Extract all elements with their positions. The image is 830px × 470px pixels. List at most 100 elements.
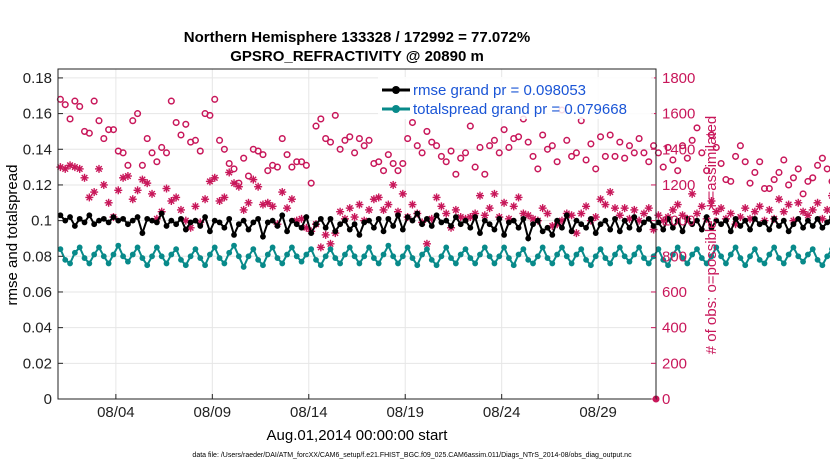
rmse-point — [76, 215, 83, 222]
assimilated-obs-point — [205, 177, 214, 186]
spread-point — [139, 255, 146, 261]
possible-obs-point — [423, 127, 431, 135]
spread-point — [607, 260, 614, 267]
possible-obs-point — [341, 136, 349, 144]
possible-obs-point — [216, 136, 224, 144]
possible-obs-point — [191, 136, 199, 144]
possible-obs-point — [736, 142, 744, 150]
spread-point — [332, 255, 339, 261]
rmse-point — [616, 228, 623, 235]
rmse-point — [414, 210, 421, 217]
spread-point — [723, 260, 729, 267]
spread-point — [587, 262, 594, 269]
rmse-point — [274, 223, 281, 229]
left-tick-label: 0.06 — [23, 284, 52, 301]
possible-obs-point — [148, 149, 156, 157]
possible-obs-point — [563, 136, 571, 144]
rmse-point — [698, 226, 705, 233]
rmse-point — [534, 217, 541, 224]
rmse-point — [525, 235, 532, 242]
rmse-point — [501, 231, 507, 238]
legend-spread-label: totalspread grand pr = 0.079668 — [413, 101, 627, 118]
assimilated-obs-point — [268, 202, 277, 211]
assimilated-obs-point — [774, 195, 783, 204]
possible-obs-point — [818, 154, 826, 162]
spread-point — [149, 253, 155, 260]
spread-point — [612, 251, 618, 258]
spread-point — [583, 256, 589, 263]
left-tick-label: 0 — [44, 391, 52, 408]
spread-point — [457, 251, 464, 258]
spread-point — [708, 253, 715, 260]
assimilated-obs-point — [384, 200, 393, 209]
assimilated-obs-point — [201, 195, 210, 204]
possible-obs-point — [596, 133, 605, 141]
possible-obs-point — [153, 158, 161, 166]
rmse-point — [245, 226, 252, 233]
rmse-point — [260, 233, 266, 240]
rmse-point — [592, 230, 599, 237]
possible-obs-point — [698, 149, 706, 157]
possible-obs-point — [717, 159, 725, 168]
possible-obs-point — [756, 158, 764, 166]
assimilated-obs-point — [191, 202, 200, 211]
rmse-point — [139, 230, 146, 237]
spread-point — [317, 262, 324, 269]
rmse-point — [144, 215, 151, 222]
assimilated-obs-point — [210, 173, 219, 182]
spread-point — [621, 253, 628, 260]
spread-point — [819, 262, 826, 269]
rmse-point — [554, 217, 561, 224]
spread-point — [192, 246, 199, 253]
spread-point — [264, 251, 271, 258]
assimilated-obs-point — [606, 188, 615, 197]
possible-obs-point — [539, 131, 547, 139]
spread-point — [293, 253, 300, 260]
rmse-point — [655, 219, 662, 226]
rmse-point — [399, 226, 406, 233]
rmse-point — [665, 215, 671, 222]
spread-point — [805, 251, 811, 258]
rmse-point — [785, 228, 792, 235]
rmse-point — [587, 215, 594, 222]
possible-obs-point — [529, 152, 537, 160]
spread-point — [129, 251, 136, 258]
possible-obs-point — [659, 163, 667, 171]
spread-point — [255, 256, 262, 263]
assimilated-obs-point — [263, 198, 272, 207]
left-tick-label: 0.08 — [23, 248, 52, 265]
assimilated-obs-point — [779, 207, 788, 216]
x-tick-label: 08/19 — [386, 404, 424, 421]
spread-point — [428, 256, 435, 263]
spread-point — [795, 253, 802, 260]
spread-point — [544, 255, 551, 261]
spread-point — [660, 256, 667, 263]
spread-point — [86, 260, 93, 267]
spread-point — [559, 244, 565, 251]
rmse-point — [105, 219, 112, 226]
spread-point — [452, 260, 459, 267]
possible-obs-point — [616, 138, 624, 146]
rmse-point — [645, 215, 652, 222]
possible-obs-point — [379, 167, 388, 175]
right-tick-label: 200 — [662, 355, 687, 372]
spread-point — [361, 253, 368, 260]
possible-obs-point — [134, 110, 142, 118]
spread-point — [346, 244, 353, 251]
spread-point — [761, 260, 768, 267]
assimilated-obs-point — [692, 209, 701, 218]
spread-point — [115, 242, 122, 249]
rmse-point — [57, 212, 64, 219]
assimilated-obs-point — [509, 202, 518, 211]
assimilated-obs-point — [514, 193, 523, 202]
rmse-point — [153, 219, 160, 226]
assimilated-obs-point — [287, 195, 296, 204]
assimilated-obs-point — [611, 204, 620, 213]
rmse-point — [332, 228, 339, 235]
spread-point — [207, 251, 213, 258]
rmse-point — [438, 219, 445, 226]
assimilated-obs-point — [615, 211, 624, 220]
spread-point — [626, 258, 633, 265]
assimilated-obs-point — [799, 207, 808, 216]
spread-point — [539, 244, 546, 251]
